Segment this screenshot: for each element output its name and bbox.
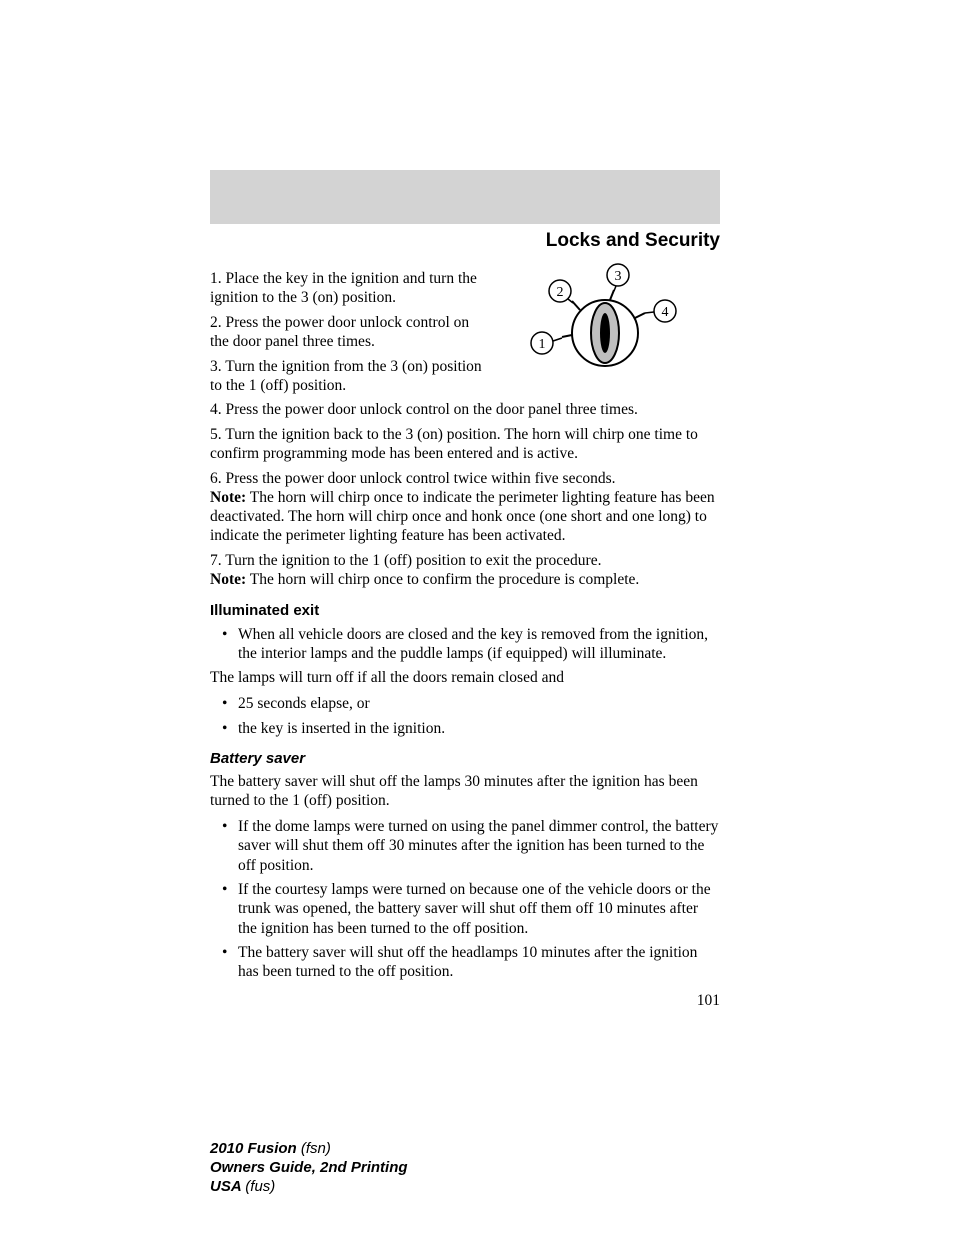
- diagram-label-4: 4: [662, 305, 669, 320]
- step-7-note-label: Note:: [210, 571, 246, 588]
- diagram-label-3: 3: [615, 269, 622, 284]
- illuminated-bullet-3: the key is inserted in the ignition.: [226, 719, 720, 738]
- step-7-text: 7. Turn the ignition to the 1 (off) posi…: [210, 552, 601, 569]
- step-6-note-label: Note:: [210, 489, 246, 506]
- battery-bullet-1: If the dome lamps were turned on using t…: [226, 817, 720, 875]
- footer-line-2: Owners Guide, 2nd Printing: [210, 1159, 408, 1178]
- step-1: 1. Place the key in the ignition and tur…: [210, 270, 488, 308]
- diagram-label-1: 1: [539, 337, 546, 352]
- illuminated-exit-heading: Illuminated exit: [210, 602, 720, 619]
- battery-saver-heading: Battery saver: [210, 750, 720, 767]
- footer: 2010 Fusion (fsn) Owners Guide, 2nd Prin…: [210, 1140, 408, 1196]
- footer-line-3: USA (fus): [210, 1178, 408, 1197]
- page-number: 101: [210, 992, 720, 1010]
- footer-country: USA: [210, 1178, 245, 1195]
- diagram-label-2: 2: [557, 285, 564, 300]
- ignition-diagram: 1 2 3 4: [500, 263, 710, 383]
- illuminated-list-2: 25 seconds elapse, or the key is inserte…: [210, 694, 720, 738]
- footer-line-1: 2010 Fusion (fsn): [210, 1140, 408, 1159]
- battery-bullet-2: If the courtesy lamps were turned on bec…: [226, 880, 720, 938]
- battery-bullet-3: The battery saver will shut off the head…: [226, 943, 720, 982]
- illuminated-bullet-1: When all vehicle doors are closed and th…: [226, 625, 720, 664]
- battery-list: If the dome lamps were turned on using t…: [210, 817, 720, 982]
- step-5: 5. Turn the ignition back to the 3 (on) …: [210, 426, 720, 464]
- step-2: 2. Press the power door unlock control o…: [210, 314, 488, 352]
- section-title: Locks and Security: [210, 230, 720, 252]
- header-gray-band: [210, 170, 720, 224]
- footer-code-2: (fus): [245, 1178, 275, 1195]
- step-6-note: The horn will chirp once to indicate the…: [210, 489, 715, 544]
- step-7-note: The horn will chirp once to confirm the …: [246, 571, 639, 588]
- footer-code-1: (fsn): [301, 1140, 331, 1157]
- illuminated-para: The lamps will turn off if all the doors…: [210, 669, 720, 688]
- illuminated-list-1: When all vehicle doors are closed and th…: [210, 625, 720, 664]
- step-7: 7. Turn the ignition to the 1 (off) posi…: [210, 552, 720, 590]
- step-3: 3. Turn the ignition from the 3 (on) pos…: [210, 358, 488, 396]
- step-6-text: 6. Press the power door unlock control t…: [210, 470, 616, 487]
- illuminated-bullet-2: 25 seconds elapse, or: [226, 694, 720, 713]
- step-4: 4. Press the power door unlock control o…: [210, 401, 720, 420]
- step-6: 6. Press the power door unlock control t…: [210, 470, 720, 546]
- battery-para: The battery saver will shut off the lamp…: [210, 773, 720, 811]
- footer-model: 2010 Fusion: [210, 1140, 301, 1157]
